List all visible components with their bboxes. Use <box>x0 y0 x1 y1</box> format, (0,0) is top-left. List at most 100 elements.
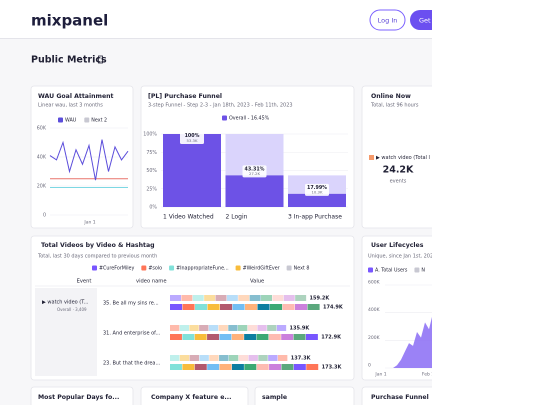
y-tick-label: 100% <box>143 132 157 138</box>
card <box>361 386 432 405</box>
bar-segment <box>179 355 190 361</box>
step-label: 2 Login <box>226 214 248 221</box>
legend-swatch <box>414 267 420 273</box>
bar-segment <box>306 364 319 370</box>
card-title[interactable]: User Lifecycles <box>371 242 424 249</box>
bar-segment <box>194 334 207 340</box>
y-tick-label: 0% <box>149 205 157 211</box>
signup-button[interactable] <box>410 10 450 30</box>
bar-segment <box>182 304 195 310</box>
bar-segment <box>277 355 288 361</box>
value-label: 43.31% <box>245 166 265 172</box>
card-title[interactable]: Most Popular Days fo... <box>38 394 119 401</box>
bar-segment <box>305 334 318 340</box>
card <box>30 386 134 405</box>
area <box>385 316 432 368</box>
card-title[interactable]: Total Videos by Video & Hashtag <box>41 242 155 249</box>
step-label: 3 In-app Purchase <box>288 214 342 221</box>
stacked-bar <box>170 295 307 301</box>
bar-segment <box>170 325 180 331</box>
event-total: Overall · 3,409 <box>57 307 87 312</box>
stacked-bar <box>170 304 320 310</box>
legend-label: #WeirdGiftEver <box>243 266 280 272</box>
legend-swatch <box>141 265 147 271</box>
bar-segment <box>181 295 193 301</box>
login-button[interactable] <box>369 9 406 31</box>
legend-swatch <box>368 267 373 273</box>
x-tick-label: Feb 1 <box>422 372 434 378</box>
bar-segment <box>231 334 244 340</box>
bar-segment <box>170 304 183 310</box>
bar-segment <box>219 334 232 340</box>
count-label: 27.2K <box>249 171 260 176</box>
card-title[interactable]: WAU Goal Attainment <box>38 93 114 100</box>
value-label: 174.9K <box>323 305 344 311</box>
bar-segment <box>244 364 257 370</box>
bar-segment <box>207 364 220 370</box>
bar-segment <box>245 304 258 310</box>
bar-segment <box>295 295 307 301</box>
header <box>0 0 432 38</box>
bar <box>288 193 346 207</box>
bar-segment <box>204 295 216 301</box>
logo[interactable]: mixpanel <box>31 12 108 30</box>
bar-segment <box>248 355 258 361</box>
bar-segment <box>276 325 287 331</box>
y-tick-label: 600K <box>368 280 381 286</box>
row-label: 31. And enterprise of... <box>103 331 161 337</box>
card-title[interactable]: sample <box>262 394 287 401</box>
bar-segment <box>293 334 306 340</box>
bar-segment <box>182 334 195 340</box>
card-title[interactable]: [PL] Purchase Funnel <box>148 93 222 100</box>
bar-segment <box>295 304 308 310</box>
card-subtitle: Total, last 30 days compared to previous… <box>37 254 157 260</box>
card <box>361 85 432 229</box>
bar-segment <box>270 304 283 310</box>
count-label: 10.3K <box>312 190 323 195</box>
bar-segment <box>192 295 204 301</box>
stacked-bar <box>170 325 287 331</box>
login-label[interactable]: Log In <box>378 17 398 25</box>
row-label: 23. But that the drea... <box>103 361 161 367</box>
card-subtitle: Unique, since Jan 1st, 202... <box>368 254 438 260</box>
bar-segment <box>170 364 182 370</box>
bar-segment <box>228 325 238 331</box>
column-header: Event <box>77 279 92 285</box>
bar-segment <box>194 364 207 370</box>
bar-segment <box>182 364 195 370</box>
event-cell <box>35 288 97 376</box>
y-tick-label: 200K <box>368 335 381 341</box>
bar-segment <box>238 295 250 301</box>
card-subtitle: 3-step Funnel - Step 2-3 - Jan 18th, 202… <box>148 103 293 109</box>
legend-label: #CureForMiley <box>99 266 134 272</box>
legend-label: WAU <box>65 118 77 124</box>
card-title[interactable]: Online Now <box>371 93 411 100</box>
y-tick-label: 60K <box>37 126 47 132</box>
bar <box>225 175 284 207</box>
title-icon[interactable] <box>98 55 103 64</box>
bar-segment <box>189 355 200 361</box>
y-tick-label: 400K <box>368 307 381 313</box>
card-subtitle: Total, last 96 hours <box>370 103 419 109</box>
card-title[interactable]: Company X feature e... <box>151 394 231 401</box>
bar-segment <box>228 355 239 361</box>
legend-label: N <box>421 268 425 274</box>
bar-segment <box>268 334 281 340</box>
legend-label: Next 2 <box>91 118 107 124</box>
big-number: 24.2K <box>383 165 414 176</box>
bar-segment <box>218 325 228 331</box>
bar-segment <box>209 355 219 361</box>
value-label-box <box>305 183 329 196</box>
line <box>49 139 129 181</box>
column-header: video name <box>136 279 167 285</box>
bar-segment <box>247 325 258 331</box>
value-label: 173.3K <box>322 365 343 371</box>
bar-segment <box>269 364 282 370</box>
stacked-bar <box>170 355 288 361</box>
bar-segment <box>261 295 273 301</box>
signup-label[interactable]: Get <box>419 17 431 25</box>
card-title[interactable]: Purchase Funnel <box>371 394 429 401</box>
bar-segment <box>208 325 219 331</box>
bar-segment <box>207 304 220 310</box>
